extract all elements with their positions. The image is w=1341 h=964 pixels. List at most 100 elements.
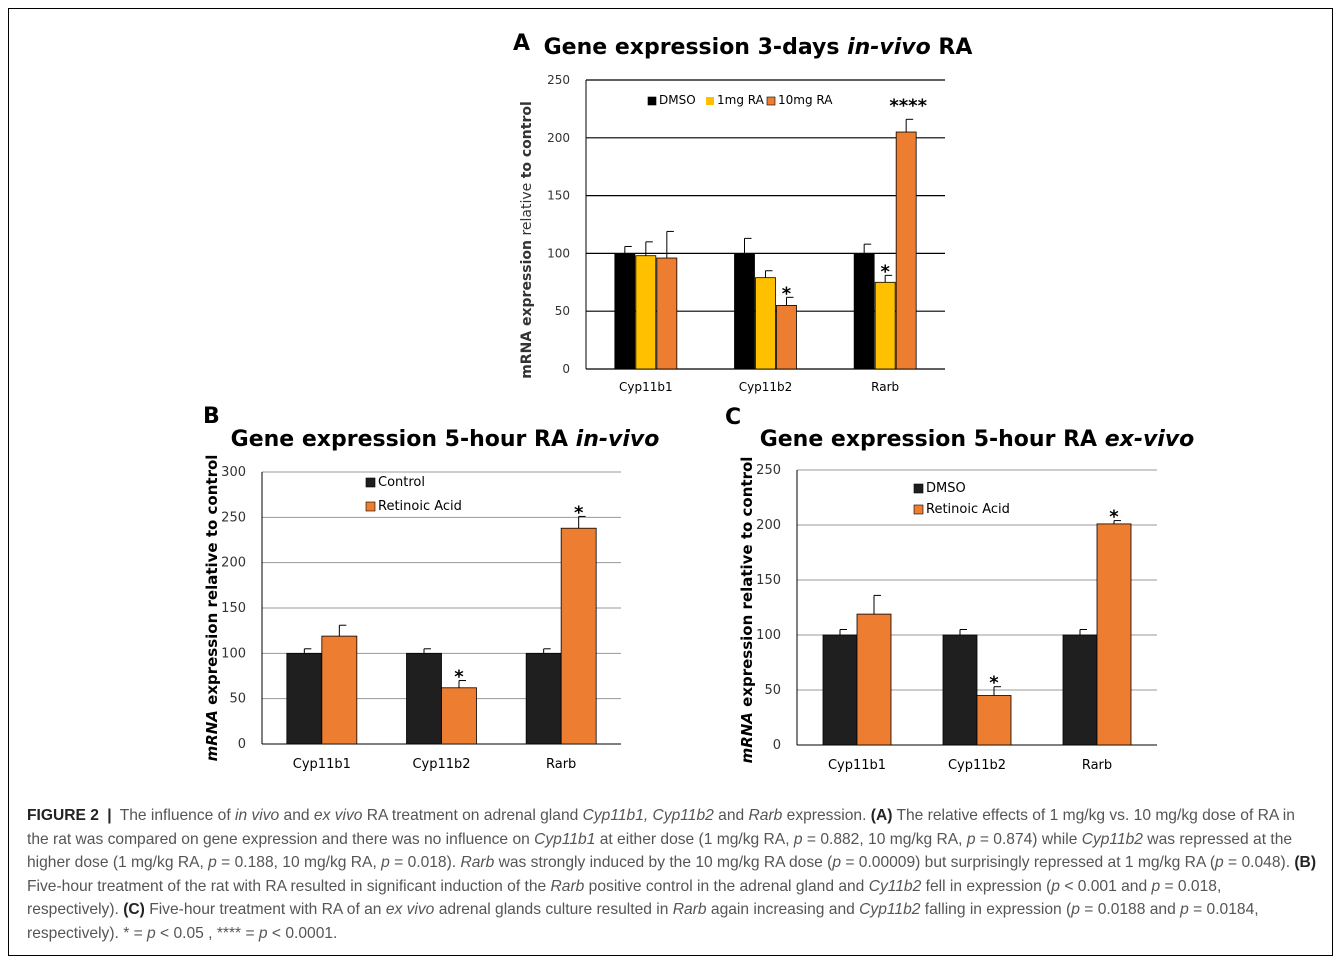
caption-segment: = 0.048). [1223, 854, 1295, 871]
x-tick-label: Cyp11b2 [412, 757, 470, 772]
caption-segment: Cy11b2 [868, 877, 922, 895]
panel-c-ylabel: mRNA expression relative to control [738, 457, 756, 764]
caption-segment: Five-hour treatment of the rat with RA r… [27, 877, 551, 895]
bar-10mg-ra-cyp11b1 [656, 257, 678, 370]
y-tick-label: 150 [756, 573, 781, 588]
bar-retinoic-acid-cyp11b2 [976, 695, 1012, 746]
caption-segment: Cyp11b1, Cyp11b2 [582, 807, 714, 824]
y-tick-label: 0 [562, 362, 570, 376]
y-tick-label: 300 [221, 465, 246, 480]
legend-label: 1mg RA [717, 93, 765, 107]
bar-dmso-cyp11b1 [822, 634, 858, 746]
panel-c-title: Gene expression 5-hour RA ex-vivo [760, 427, 1195, 452]
caption-segment: p [966, 830, 976, 848]
legend-label: Retinoic Acid [926, 502, 1010, 517]
y-tick-label: 250 [547, 73, 570, 87]
bar-retinoic-acid-rarb [1096, 523, 1132, 746]
panel-a: A Gene expression 3-days in-vivo RA mRNA… [513, 31, 972, 394]
caption-segment: Rarb [550, 877, 585, 895]
caption-segment: p [1051, 877, 1060, 895]
significance-marker: * [880, 261, 890, 282]
caption-segment: ex vivo [385, 901, 435, 918]
caption-segment: = 0.882, 10 mg/kg RA, [802, 830, 967, 848]
legend-label: DMSO [659, 93, 696, 107]
caption-segment: The influence of [119, 807, 235, 824]
caption-segment: = 0.0184, respectively). * = [27, 901, 1259, 942]
caption-segment: at either dose (1 mg/kg RA, [595, 830, 794, 848]
caption-segment: RA treatment on adrenal gland [362, 807, 583, 824]
caption-segment: p [258, 924, 268, 942]
caption-segment: adrenal glands culture resulted in [434, 901, 673, 918]
bar-1mg-ra-rarb [874, 281, 896, 370]
caption-segment: = 0.874) while [975, 830, 1082, 848]
caption-segment: and [279, 807, 314, 824]
caption-segment: = 0.00009) but surprisingly repressed at… [841, 854, 1216, 871]
caption-segment: p [832, 854, 841, 871]
caption-segment: Cyp11b1 [534, 830, 596, 848]
panel-a-ylabel: mRNA expression relative to control [519, 101, 535, 379]
x-tick-label: Rarb [546, 757, 576, 772]
caption-segment: p [1071, 901, 1080, 918]
panel-b: B Gene expression 5-hour RA in-vivo mRNA… [203, 404, 659, 772]
bar-dmso-cyp11b2 [734, 252, 755, 370]
caption-segment: p [381, 854, 390, 871]
caption-segment: = 0.188, 10 mg/kg RA, [216, 854, 382, 871]
caption-segment: and [713, 807, 749, 824]
bar-retinoic-acid-rarb [560, 527, 597, 745]
caption-separator: | [107, 807, 112, 824]
bar-10mg-ra-cyp11b2 [776, 305, 797, 370]
significance-marker: * [1109, 507, 1119, 528]
x-tick-label: Rarb [871, 380, 899, 394]
y-tick-label: 50 [764, 683, 781, 698]
caption-segment: The relative effects of 1 mg/kg vs. 10 m… [27, 807, 1295, 848]
y-tick-label: 250 [221, 510, 246, 525]
caption-segment: (A) [870, 807, 893, 824]
bar-1mg-ra-cyp11b1 [635, 255, 657, 370]
bar-dmso-cyp11b1 [614, 252, 636, 370]
bar-dmso-rarb [1062, 634, 1098, 746]
x-tick-label: Cyp11b2 [739, 380, 793, 394]
caption-segment: < 0.05 , **** = [155, 924, 259, 942]
panel-c: C Gene expression 5-hour RA ex-vivo mRNA… [725, 405, 1194, 773]
legend-label: DMSO [926, 481, 966, 496]
caption-segment: (C) [123, 901, 145, 918]
caption-segment: falling in expression ( [920, 901, 1072, 918]
bar-retinoic-acid-cyp11b1 [856, 613, 892, 746]
legend-swatch [913, 504, 924, 515]
caption-segment: (B) [1294, 854, 1317, 871]
caption-segment: < 0.0001. [267, 924, 338, 942]
y-tick-label: 100 [756, 628, 781, 643]
legend-swatch [766, 96, 776, 106]
legend-label: Control [378, 475, 425, 490]
caption-segment: fell in expression ( [921, 877, 1052, 895]
x-tick-label: Rarb [1082, 758, 1112, 773]
y-tick-label: 50 [555, 304, 570, 318]
caption-segment: p [793, 830, 803, 848]
x-tick-label: Cyp11b2 [948, 758, 1006, 773]
caption-segment: was repressed at the higher dose (1 mg/k… [27, 830, 1293, 872]
bar-control-cyp11b2 [406, 652, 442, 745]
figure-canvas: A Gene expression 3-days in-vivo RA mRNA… [203, 31, 1194, 773]
caption-segment: again increasing and [706, 901, 860, 918]
y-tick-label: 100 [547, 246, 570, 260]
caption-body: The influence of in vivo and ex vivo RA … [27, 807, 1316, 942]
legend-swatch [647, 96, 657, 106]
legend-swatch [706, 97, 714, 105]
significance-marker: **** [889, 95, 927, 116]
significance-marker: * [454, 667, 464, 688]
significance-marker: * [574, 502, 584, 523]
caption-segment: Rarb [672, 901, 707, 918]
y-tick-label: 0 [773, 738, 781, 753]
caption-segment: ex vivo [313, 807, 363, 824]
legend-swatch [365, 477, 376, 488]
y-tick-label: 200 [221, 556, 246, 571]
panel-b-ylabel: mRNA expression relative to control [203, 455, 221, 762]
legend-swatch [365, 501, 376, 512]
legend-label: Retinoic Acid [378, 499, 462, 514]
panel-c-label: C [725, 405, 741, 430]
bar-control-rarb [525, 652, 562, 745]
y-tick-label: 0 [238, 737, 246, 752]
figure-label: FIGURE 2 [27, 807, 99, 824]
bar-retinoic-acid-cyp11b1 [321, 635, 358, 745]
panel-b-label: B [203, 404, 220, 429]
